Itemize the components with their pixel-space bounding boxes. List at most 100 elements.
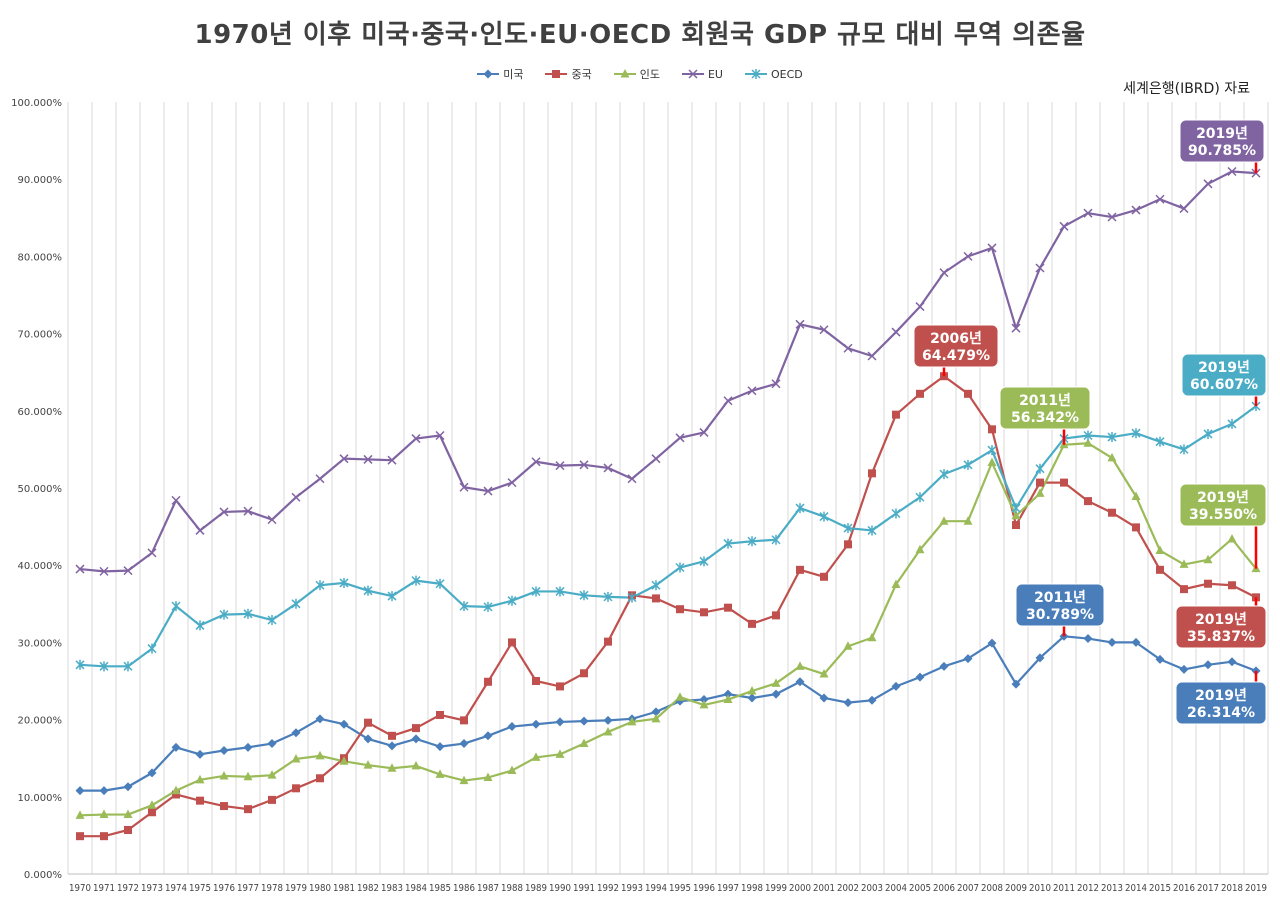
x-tick-label: 1978 xyxy=(261,883,283,894)
data-point xyxy=(1083,634,1093,644)
legend: 미국 중국 인도 EU OECD xyxy=(0,66,1280,82)
x-tick-label: 2005 xyxy=(909,883,931,894)
data-point xyxy=(676,605,684,614)
data-point xyxy=(795,677,805,687)
data-point xyxy=(1083,430,1093,441)
data-point xyxy=(819,693,829,703)
data-point xyxy=(795,319,805,329)
data-point xyxy=(411,575,421,586)
data-point xyxy=(243,771,253,781)
data-point xyxy=(699,427,709,437)
data-point xyxy=(1227,418,1237,429)
data-point xyxy=(195,774,205,784)
data-point xyxy=(603,591,613,602)
data-point xyxy=(171,742,181,752)
data-point xyxy=(435,742,445,752)
x-tick-label: 2007 xyxy=(957,883,979,894)
data-point xyxy=(147,800,157,809)
data-point xyxy=(915,544,925,554)
markers-EU xyxy=(75,166,1261,576)
callout-year: 2019년 xyxy=(1198,360,1250,376)
data-point xyxy=(939,268,949,278)
data-point xyxy=(267,615,277,626)
data-point xyxy=(651,580,661,591)
data-point xyxy=(387,455,397,465)
data-point xyxy=(459,775,469,785)
callout-box xyxy=(913,324,999,368)
x-tick-label: 1994 xyxy=(645,883,667,894)
data-point xyxy=(699,699,709,709)
series-line-미국 xyxy=(80,635,1257,792)
x-tick-label: 1997 xyxy=(717,883,739,894)
data-point xyxy=(123,782,133,792)
data-point xyxy=(891,579,901,588)
x-tick-label: 2008 xyxy=(981,883,1003,894)
x-tick-label: 1974 xyxy=(165,883,187,894)
x-tick-label: 1988 xyxy=(501,883,523,894)
data-point xyxy=(172,790,180,799)
x-tick-label: 2006 xyxy=(933,883,955,894)
series-line-인도 xyxy=(79,442,1257,817)
data-point xyxy=(747,536,757,547)
data-point xyxy=(603,715,613,725)
data-point xyxy=(723,694,733,704)
data-point xyxy=(891,508,901,519)
x-tick-label: 1980 xyxy=(309,883,331,894)
callout-value: 90.785% xyxy=(1188,143,1256,159)
x-tick-label: 1993 xyxy=(621,883,643,894)
data-point xyxy=(219,507,229,517)
data-point xyxy=(891,681,901,691)
data-point xyxy=(531,457,541,467)
y-tick-label: 30.000% xyxy=(18,638,63,649)
data-point xyxy=(243,506,253,516)
data-point xyxy=(147,768,157,778)
callout-value: 39.550% xyxy=(1189,507,1257,523)
data-point xyxy=(1227,166,1237,177)
data-point xyxy=(459,601,469,612)
data-point xyxy=(1180,585,1188,594)
data-point xyxy=(291,598,301,609)
data-point xyxy=(75,564,85,574)
data-point xyxy=(1203,428,1213,439)
callout-year: 2011년 xyxy=(1034,590,1086,606)
data-point xyxy=(363,760,373,769)
data-point xyxy=(483,772,493,781)
x-tick-label: 2013 xyxy=(1101,883,1123,894)
data-point xyxy=(1035,463,1045,474)
data-point xyxy=(123,809,133,819)
data-point xyxy=(1204,579,1212,588)
data-point xyxy=(363,454,373,464)
x-tick-label: 1995 xyxy=(669,883,691,894)
data-point xyxy=(75,786,85,796)
x-tick-label: 1984 xyxy=(405,883,427,894)
data-point xyxy=(435,578,445,589)
data-point xyxy=(267,739,277,749)
data-point xyxy=(555,717,565,727)
y-tick-label: 70.000% xyxy=(18,330,63,341)
x-tick-label: 2012 xyxy=(1077,883,1099,894)
data-point xyxy=(1011,679,1021,689)
legend-item: 미국 xyxy=(477,66,523,82)
x-tick-label: 2009 xyxy=(1005,883,1027,894)
data-point xyxy=(747,386,757,396)
data-point xyxy=(819,325,829,335)
series-line-OECD xyxy=(79,405,1257,668)
data-point xyxy=(459,482,469,492)
x-tick-label: 1981 xyxy=(333,883,355,894)
data-point xyxy=(387,763,397,772)
data-point xyxy=(75,810,85,819)
data-point xyxy=(171,495,181,505)
data-point xyxy=(603,726,613,736)
data-point xyxy=(436,710,444,719)
markers-미국 xyxy=(75,631,1261,796)
data-point xyxy=(364,718,372,727)
legend-swatch xyxy=(745,69,767,79)
data-point xyxy=(555,586,565,597)
data-point xyxy=(579,716,589,726)
data-point xyxy=(411,434,421,444)
x-tick-label: 1991 xyxy=(573,883,595,894)
data-point xyxy=(723,689,733,699)
